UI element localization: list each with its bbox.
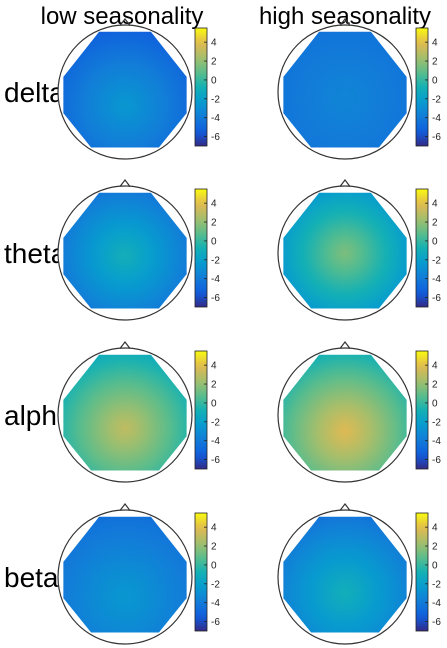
colorbar-tick-label: -6 — [432, 455, 441, 466]
colorbar-tick-label: 4 — [432, 361, 438, 372]
topomap-beta-low — [57, 503, 193, 645]
colorbar-tick-label: 2 — [432, 218, 438, 229]
colorbar-tick-label: 4 — [211, 361, 217, 372]
nose-marker — [339, 341, 351, 349]
topomap-theta-high — [277, 179, 413, 321]
nose-marker — [339, 179, 351, 187]
panels: 4 2 0 -2 -4 -6 4 2 0 -2 -4 -6 4 2 0 -2 -4 -6 4 2 0 -2 -4 -6 4 2 0 -… — [57, 18, 441, 645]
colorbar: 4 2 0 -2 -4 -6 — [415, 188, 441, 308]
colorbar-tick-label: 0 — [432, 75, 438, 86]
colorbar-tick-label: 2 — [211, 218, 217, 229]
colorbar-tick-label: -2 — [432, 255, 441, 266]
colorbar: 4 2 0 -2 -4 -6 — [415, 27, 441, 147]
colorbar-tick-label: 4 — [211, 38, 217, 49]
topomap-alpha-high — [277, 341, 413, 483]
topomap-surface — [283, 354, 407, 471]
colorbar-tick-label: -4 — [432, 598, 441, 609]
colorbar-tick-label: 2 — [432, 57, 438, 68]
colorbar-tick-label: -6 — [211, 132, 220, 143]
colorbar-tick-label: 4 — [211, 199, 217, 210]
topomap-surface — [63, 31, 187, 148]
colorbar-tick-label: 4 — [432, 199, 438, 210]
colorbar-tick-label: 0 — [432, 398, 438, 409]
colorbar-tick-label: -4 — [211, 274, 220, 285]
colorbar-tick-label: 0 — [211, 398, 217, 409]
colorbar-tick-label: 0 — [432, 560, 438, 571]
colorbar: 4 2 0 -2 -4 -6 — [194, 188, 220, 308]
colorbar-tick-label: -4 — [432, 113, 441, 124]
colorbar: 4 2 0 -2 -4 -6 — [415, 512, 441, 632]
nose-marker — [119, 18, 131, 26]
topomap-delta-low — [57, 18, 193, 160]
colorbar-tick-label: 4 — [432, 38, 438, 49]
topomap-theta-low — [57, 179, 193, 321]
topomap-surface — [63, 516, 187, 633]
topomap-surface — [283, 516, 407, 633]
colorbar-tick-label: 0 — [211, 75, 217, 86]
colorbar-tick-label: -6 — [211, 293, 220, 304]
colorbar-tick-label: -2 — [432, 417, 441, 428]
colorbar-tick-label: -6 — [211, 617, 220, 628]
colorbar-tick-label: -4 — [211, 598, 220, 609]
colorbar-tick-label: 0 — [211, 560, 217, 571]
row-label-beta: beta — [4, 562, 59, 593]
colorbar-tick-label: 4 — [211, 523, 217, 534]
colorbar-tick-label: -2 — [432, 94, 441, 105]
colorbar-tick-label: -2 — [211, 417, 220, 428]
row-labels: delta theta alpha beta — [4, 77, 73, 593]
colorbar-tick-label: -4 — [432, 436, 441, 447]
topomap-beta-high — [277, 503, 413, 645]
nose-marker — [119, 341, 131, 349]
topomap-alpha-low — [57, 341, 193, 483]
colorbar-tick-label: -2 — [211, 579, 220, 590]
colorbar-tick-label: -6 — [432, 132, 441, 143]
colorbar-tick-label: 2 — [432, 380, 438, 391]
colorbar: 4 2 0 -2 -4 -6 — [194, 350, 220, 470]
column-titles: low seasonality high seasonality — [41, 3, 431, 30]
colorbar: 4 2 0 -2 -4 -6 — [194, 512, 220, 632]
colorbar-tick-label: -2 — [432, 579, 441, 590]
colorbar-tick-label: 2 — [432, 542, 438, 553]
colorbar: 4 2 0 -2 -4 -6 — [415, 350, 441, 470]
colorbar-tick-label: 0 — [211, 236, 217, 247]
nose-marker — [339, 18, 351, 26]
topomap-surface — [283, 192, 407, 309]
colorbar-tick-label: -4 — [211, 113, 220, 124]
nose-marker — [339, 503, 351, 511]
row-label-theta: theta — [4, 238, 67, 269]
colorbar-tick-label: -6 — [211, 455, 220, 466]
colorbar-tick-label: 2 — [211, 542, 217, 553]
row-label-delta: delta — [4, 77, 65, 108]
nose-marker — [119, 503, 131, 511]
colorbar-tick-label: -6 — [432, 617, 441, 628]
colorbar-tick-label: -2 — [211, 255, 220, 266]
colorbar-tick-label: 0 — [432, 236, 438, 247]
colorbar-tick-label: 2 — [211, 57, 217, 68]
nose-marker — [119, 179, 131, 187]
topomap-surface — [63, 192, 187, 309]
colorbar-tick-label: -2 — [211, 94, 220, 105]
colorbar-tick-label: 2 — [211, 380, 217, 391]
colorbar-tick-label: -4 — [211, 436, 220, 447]
colorbar: 4 2 0 -2 -4 -6 — [194, 27, 220, 147]
topomap-delta-high — [277, 18, 413, 160]
colorbar-tick-label: -4 — [432, 274, 441, 285]
colorbar-tick-label: 4 — [432, 523, 438, 534]
colorbar-tick-label: -6 — [432, 293, 441, 304]
topomap-surface — [283, 31, 407, 148]
topomap-surface — [63, 354, 187, 471]
